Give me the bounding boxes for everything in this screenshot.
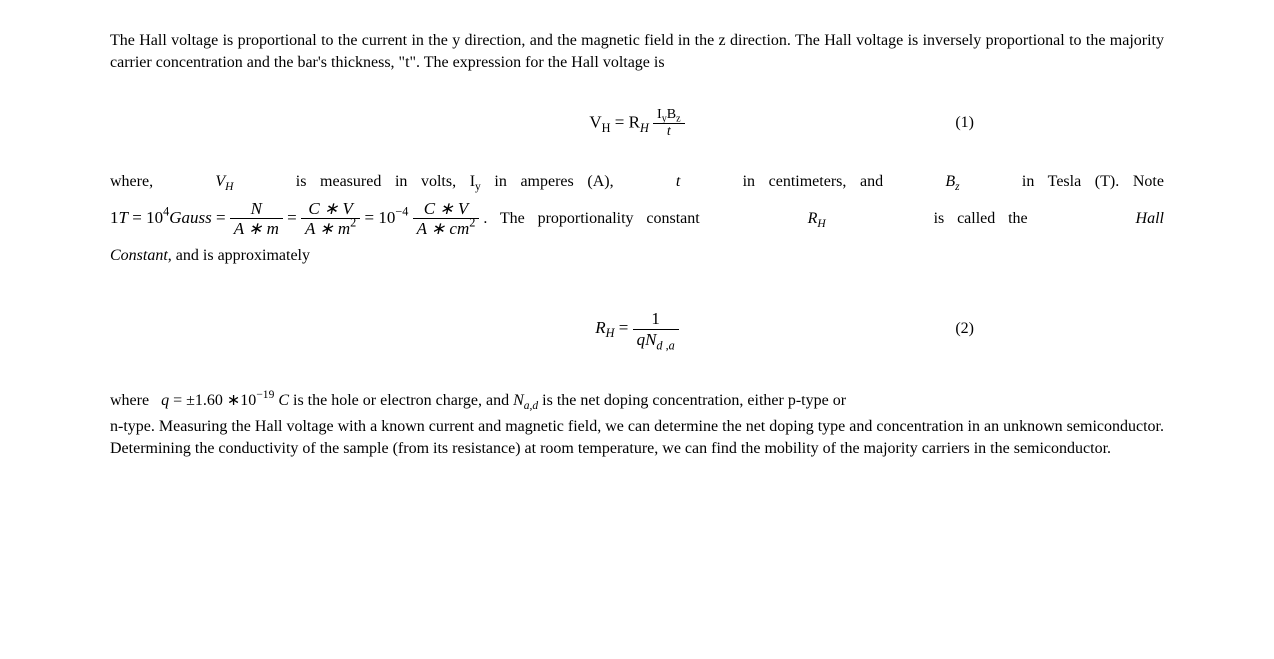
where-line: where, VH is measured in volts, Iy in am… — [110, 171, 1164, 193]
eq1-num-z: z — [676, 113, 680, 124]
equation-1: VH = RH IyBz t (1) — [110, 101, 1164, 145]
p3-N: N — [513, 392, 524, 409]
p3-text-c: is the net doping concentration, either … — [538, 392, 846, 409]
eq1-H-sub: H — [602, 120, 611, 134]
p3-rest: n-type. Measuring the Hall voltage with … — [110, 416, 1164, 459]
eq2-fraction: 1 qNd ,a — [633, 309, 679, 349]
intro-paragraph: The Hall voltage is proportional to the … — [110, 30, 1164, 73]
units-line: 1T = 104 Gauss = N A ∗ m = C ∗ V A ∗ m2 … — [110, 199, 1164, 239]
prop-const-H: H — [817, 218, 825, 230]
units-frac3: C ∗ V A ∗ cm2 — [413, 199, 480, 239]
p3-Nsub: a,d — [524, 401, 538, 413]
eq1-num-B: B — [667, 107, 676, 122]
p3-line1: where q = ±1.60 ∗10−19 C is the hole or … — [110, 390, 1164, 412]
where-text-b: is measured in volts, Iy in amperes (A), — [296, 171, 614, 193]
prop-const-text-a: . The proportionality constant — [483, 208, 699, 230]
eq2-H: H — [606, 327, 615, 341]
units-frac2: C ∗ V A ∗ m2 — [301, 199, 360, 239]
eq2-R: R — [595, 318, 605, 337]
where-Bz-B: B — [945, 173, 955, 190]
eq1-den-t: t — [667, 124, 671, 139]
units-eq1: = — [132, 207, 142, 230]
prop-const-text-b: is called the — [934, 208, 1028, 230]
equation-2: RH = 1 qNd ,a (2) — [110, 302, 1164, 356]
p3-text-b: is the hole or electron charge, and — [293, 392, 513, 409]
page: The Hall voltage is proportional to the … — [0, 0, 1274, 659]
p3-q: q — [161, 392, 169, 409]
where-Bz-z: z — [955, 181, 959, 193]
units-10neg4: 10−4 — [378, 207, 408, 230]
where-t: t — [676, 171, 680, 193]
p3-qexp: −19 — [256, 390, 274, 402]
where-text-d: in centimeters, and — [743, 171, 884, 193]
where-text-e: in Tesla (T). Note — [1022, 171, 1164, 193]
eq1-R: R — [629, 112, 640, 131]
where-VH-V: V — [215, 173, 225, 190]
units-gauss: Gauss — [169, 207, 212, 230]
where-label: where, — [110, 171, 153, 193]
eq2-number: (2) — [955, 319, 974, 341]
eq1-fraction: IyBz t — [653, 107, 685, 140]
units-10-4: 104 — [146, 207, 169, 230]
prop-const-hall: Hall — [1136, 208, 1164, 230]
units-1T: 1T — [110, 207, 132, 230]
constant-tail: Constant, and is approximately — [110, 245, 1164, 267]
eq1-number: (1) — [955, 112, 974, 134]
eq2-equals: = — [619, 318, 633, 337]
units-frac1: N A ∗ m — [230, 199, 283, 239]
p3-qval: = ±1.60 ∗10 — [169, 392, 256, 409]
eq1-RH-sub: H — [640, 120, 649, 134]
where-VH-H: H — [225, 181, 233, 193]
prop-const-R: R — [808, 210, 818, 227]
eq1-equals: = — [615, 112, 629, 131]
eq1-V: V — [589, 112, 601, 131]
